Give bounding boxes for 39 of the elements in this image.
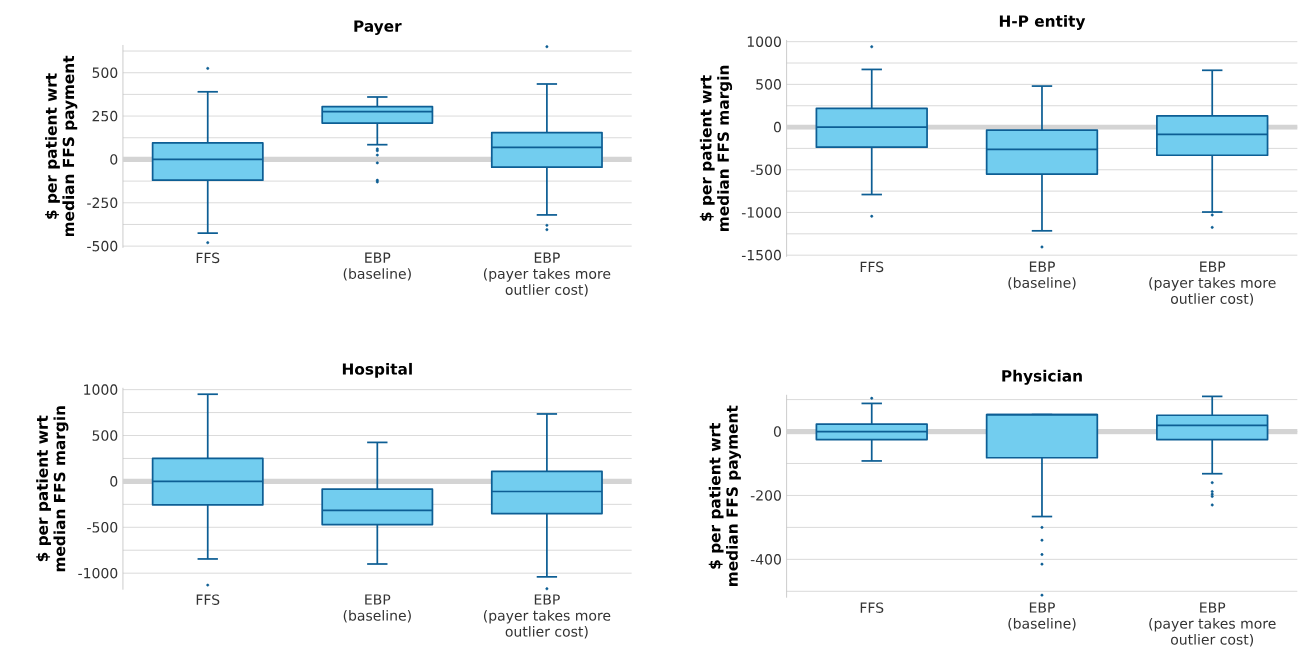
y-tick-label: -1500 — [741, 250, 781, 261]
x-tick-label: FFS — [860, 261, 884, 273]
x-tick-label: EBP (baseline) — [343, 594, 411, 623]
y-tick-label: -400 — [750, 554, 781, 565]
y-axis-title: $ per patient wrt median FFS payment — [708, 405, 741, 587]
chart-title: Hospital — [342, 363, 412, 378]
chart-title: Payer — [354, 20, 402, 36]
x-tick-label: EBP (baseline) — [1008, 602, 1076, 631]
x-tick-label: EBP (payer takes more outlier cost) — [1149, 602, 1276, 647]
y-tick-label: 500 — [92, 67, 118, 79]
x-tick-label: FFS — [196, 594, 220, 606]
x-tick-label: FFS — [196, 252, 220, 264]
x-tick-label: EBP (payer takes more outlier cost) — [483, 252, 611, 297]
y-tick-label: -500 — [87, 241, 118, 252]
y-axis-title: $ per patient wrt median FFS margin — [699, 66, 733, 232]
x-tick-label: EBP (payer takes more outlier cost) — [483, 594, 611, 639]
x-tick-label: FFS — [860, 602, 884, 614]
y-tick-label: 0 — [110, 154, 118, 165]
y-axis-title: $ per patient wrt median FFS payment — [45, 55, 78, 237]
y-tick-label: 0 — [773, 121, 781, 133]
y-tick-label: 500 — [756, 79, 781, 90]
y-tick-label: -1000 — [741, 207, 781, 218]
y-tick-label: 1000 — [747, 36, 781, 48]
y-tick-label: -200 — [750, 490, 781, 501]
y-tick-label: 0 — [110, 476, 118, 487]
x-tick-label: EBP (payer takes more outlier cost) — [1149, 261, 1276, 306]
y-tick-label: -500 — [87, 522, 118, 533]
chart-title: Physician — [1002, 369, 1082, 385]
chart-title: H-P entity — [999, 15, 1086, 31]
y-tick-label: -250 — [87, 197, 118, 209]
x-tick-label: EBP (baseline) — [1008, 261, 1076, 290]
y-axis-title: $ per patient wrt median FFS margin — [36, 406, 69, 572]
y-tick-label: -1000 — [78, 568, 118, 579]
y-tick-label: 250 — [92, 110, 118, 122]
y-tick-label: 1000 — [84, 384, 118, 396]
y-tick-label: 0 — [773, 426, 781, 437]
x-tick-label: EBP (baseline) — [343, 252, 411, 281]
y-tick-label: -500 — [750, 164, 781, 176]
y-tick-label: 500 — [92, 430, 118, 441]
